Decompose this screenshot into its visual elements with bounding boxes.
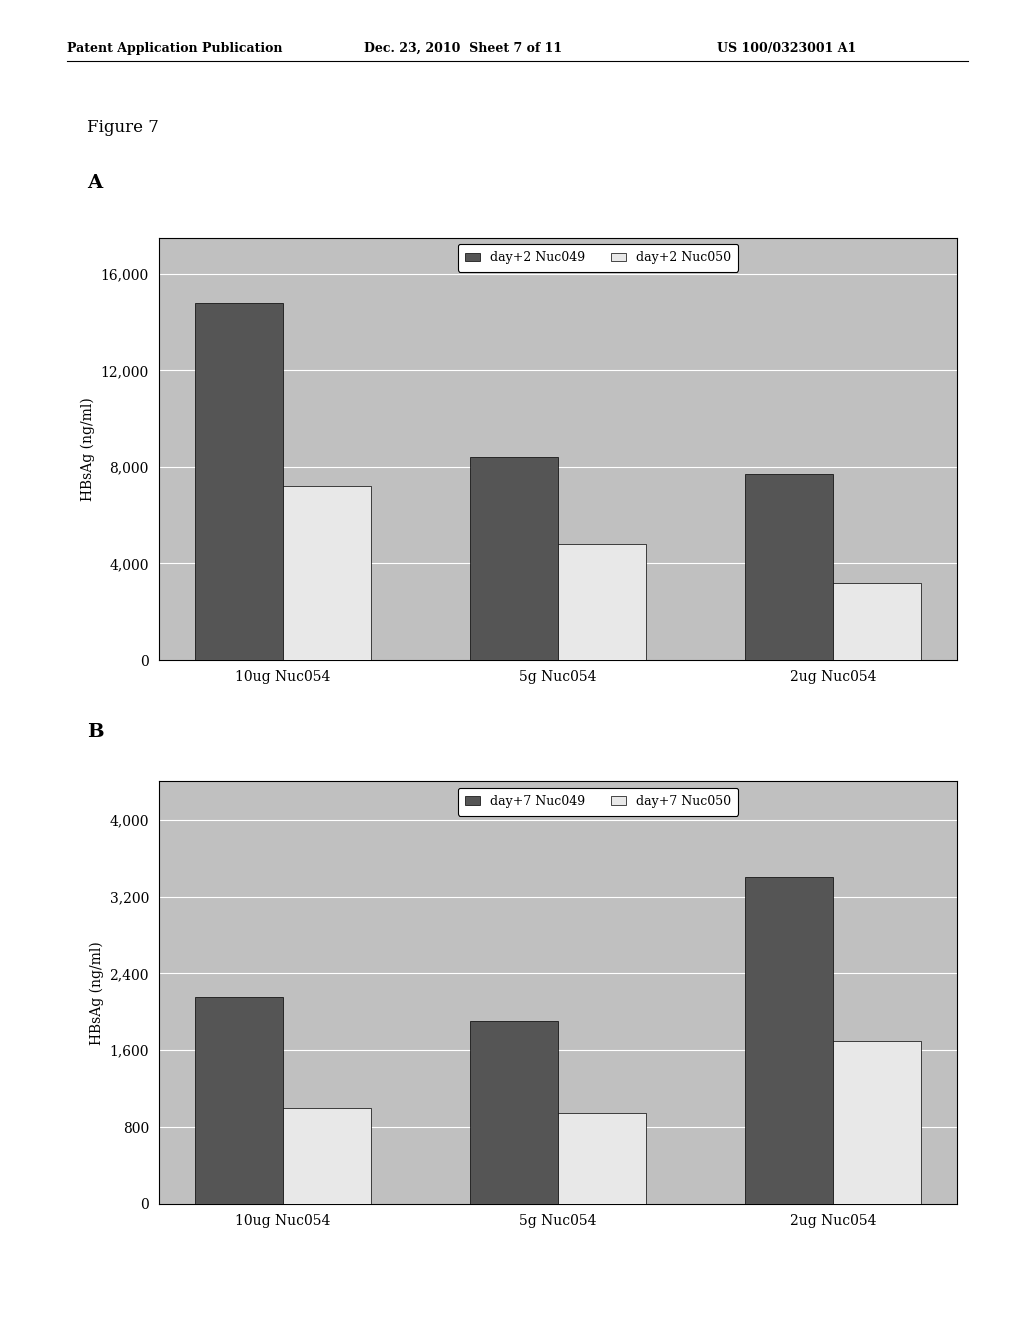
Text: Dec. 23, 2010  Sheet 7 of 11: Dec. 23, 2010 Sheet 7 of 11 bbox=[364, 42, 561, 55]
Bar bbox=[834, 582, 922, 660]
Bar bbox=[470, 457, 558, 660]
Legend: day+7 Nuc049, day+7 Nuc050: day+7 Nuc049, day+7 Nuc050 bbox=[458, 788, 738, 816]
Text: Patent Application Publication: Patent Application Publication bbox=[67, 42, 282, 55]
Legend: day+2 Nuc049, day+2 Nuc050: day+2 Nuc049, day+2 Nuc050 bbox=[458, 244, 738, 272]
Text: US 100/0323001 A1: US 100/0323001 A1 bbox=[717, 42, 856, 55]
Y-axis label: HBsAg (ng/ml): HBsAg (ng/ml) bbox=[81, 397, 95, 500]
Bar bbox=[470, 1022, 558, 1204]
Bar bbox=[558, 1113, 646, 1204]
Text: A: A bbox=[87, 174, 102, 193]
Bar bbox=[195, 302, 283, 660]
Y-axis label: HBsAg (ng/ml): HBsAg (ng/ml) bbox=[89, 941, 104, 1044]
Bar bbox=[834, 1040, 922, 1204]
Bar bbox=[745, 878, 834, 1204]
Bar bbox=[745, 474, 834, 660]
Bar bbox=[558, 544, 646, 660]
Text: B: B bbox=[87, 723, 103, 742]
Bar bbox=[283, 1107, 371, 1204]
Bar bbox=[195, 998, 283, 1204]
Bar bbox=[283, 486, 371, 660]
Text: Figure 7: Figure 7 bbox=[87, 119, 159, 136]
